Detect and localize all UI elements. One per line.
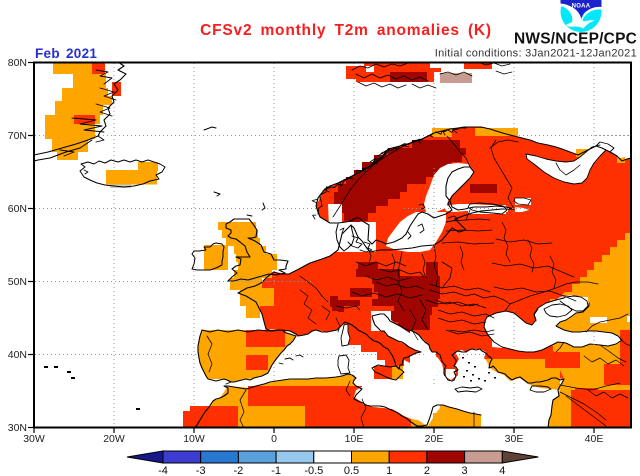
- svg-text:60N: 60N: [8, 203, 27, 215]
- svg-text:30E: 30E: [505, 433, 524, 445]
- svg-text:80N: 80N: [8, 57, 27, 69]
- svg-text:20W: 20W: [103, 433, 125, 445]
- svg-text:-0.5: -0.5: [304, 465, 323, 476]
- svg-text:-1: -1: [271, 465, 281, 476]
- svg-text:4: 4: [499, 465, 505, 476]
- svg-text:20E: 20E: [425, 433, 444, 445]
- svg-text:40E: 40E: [585, 433, 604, 445]
- svg-text:30W: 30W: [23, 433, 45, 445]
- svg-text:3: 3: [462, 465, 468, 476]
- svg-text:70N: 70N: [8, 130, 27, 142]
- svg-text:CFSv2 monthly T2m anomalies (K: CFSv2 monthly T2m anomalies (K): [200, 22, 492, 39]
- svg-text:0.5: 0.5: [344, 465, 359, 476]
- svg-text:-2: -2: [234, 465, 244, 476]
- svg-text:Initial conditions: 3Jan2021-1: Initial conditions: 3Jan2021-12Jan2021: [435, 48, 637, 60]
- svg-text:0: 0: [271, 433, 277, 445]
- svg-text:30N: 30N: [8, 422, 27, 434]
- svg-text:40N: 40N: [8, 349, 27, 361]
- svg-text:10E: 10E: [345, 433, 364, 445]
- svg-text:50N: 50N: [8, 276, 27, 288]
- svg-text:10W: 10W: [183, 433, 205, 445]
- svg-text:Feb 2021: Feb 2021: [35, 46, 97, 61]
- svg-text:1: 1: [386, 465, 392, 476]
- svg-text:-3: -3: [196, 465, 206, 476]
- svg-text:NOAA: NOAA: [572, 4, 591, 10]
- svg-text:NWS/NCEP/CPC: NWS/NCEP/CPC: [514, 31, 637, 48]
- svg-text:2: 2: [424, 465, 430, 476]
- svg-text:-4: -4: [158, 465, 168, 476]
